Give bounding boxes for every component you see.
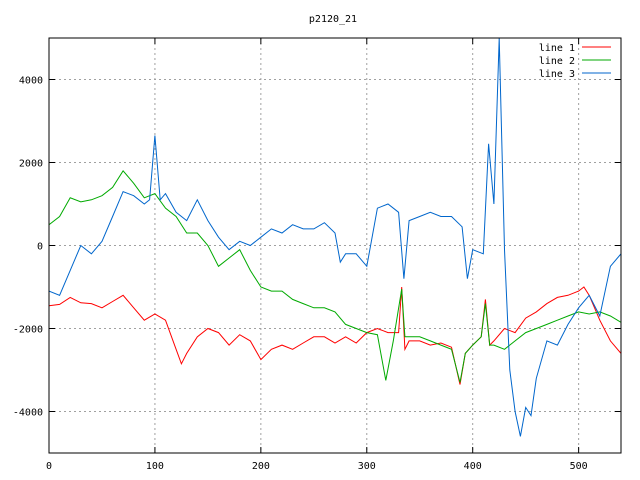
x-tick-label: 200 bbox=[252, 461, 270, 472]
y-tick-label: -4000 bbox=[13, 408, 43, 419]
series-line-3 bbox=[49, 38, 621, 437]
legend: line 1 line 2 line 3 bbox=[539, 43, 611, 80]
legend-label: line 1 bbox=[539, 43, 575, 54]
y-tick-label: 4000 bbox=[19, 76, 43, 87]
series-line-1 bbox=[49, 286, 621, 385]
y-tick-label: -2000 bbox=[13, 325, 43, 336]
legend-label: line 3 bbox=[539, 69, 575, 80]
x-tick-label: 300 bbox=[358, 461, 376, 472]
x-tick-label: 500 bbox=[570, 461, 588, 472]
axis-ticks: 0 100 200 300 400 500 -4000 -2000 0 2000 4000 bbox=[13, 38, 621, 472]
x-tick-label: 100 bbox=[146, 461, 164, 472]
x-tick-label: 0 bbox=[46, 461, 52, 472]
plot-series bbox=[49, 38, 621, 437]
series-line-2 bbox=[49, 169, 621, 383]
x-tick-label: 400 bbox=[464, 461, 482, 472]
grid bbox=[49, 38, 621, 453]
y-tick-label: 2000 bbox=[19, 159, 43, 170]
y-tick-label: 0 bbox=[37, 242, 43, 253]
legend-label: line 2 bbox=[539, 56, 575, 67]
chart-title: p2120_21 bbox=[309, 14, 357, 25]
